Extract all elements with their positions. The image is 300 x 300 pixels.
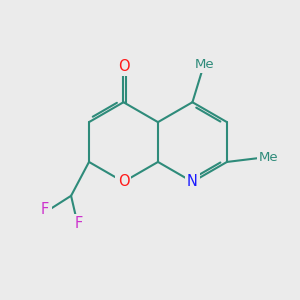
Text: F: F bbox=[75, 216, 83, 231]
Text: F: F bbox=[41, 202, 49, 217]
Text: O: O bbox=[118, 59, 129, 74]
Text: N: N bbox=[187, 174, 198, 189]
Text: O: O bbox=[118, 174, 129, 189]
Text: Me: Me bbox=[195, 58, 214, 71]
Text: Me: Me bbox=[259, 152, 278, 164]
